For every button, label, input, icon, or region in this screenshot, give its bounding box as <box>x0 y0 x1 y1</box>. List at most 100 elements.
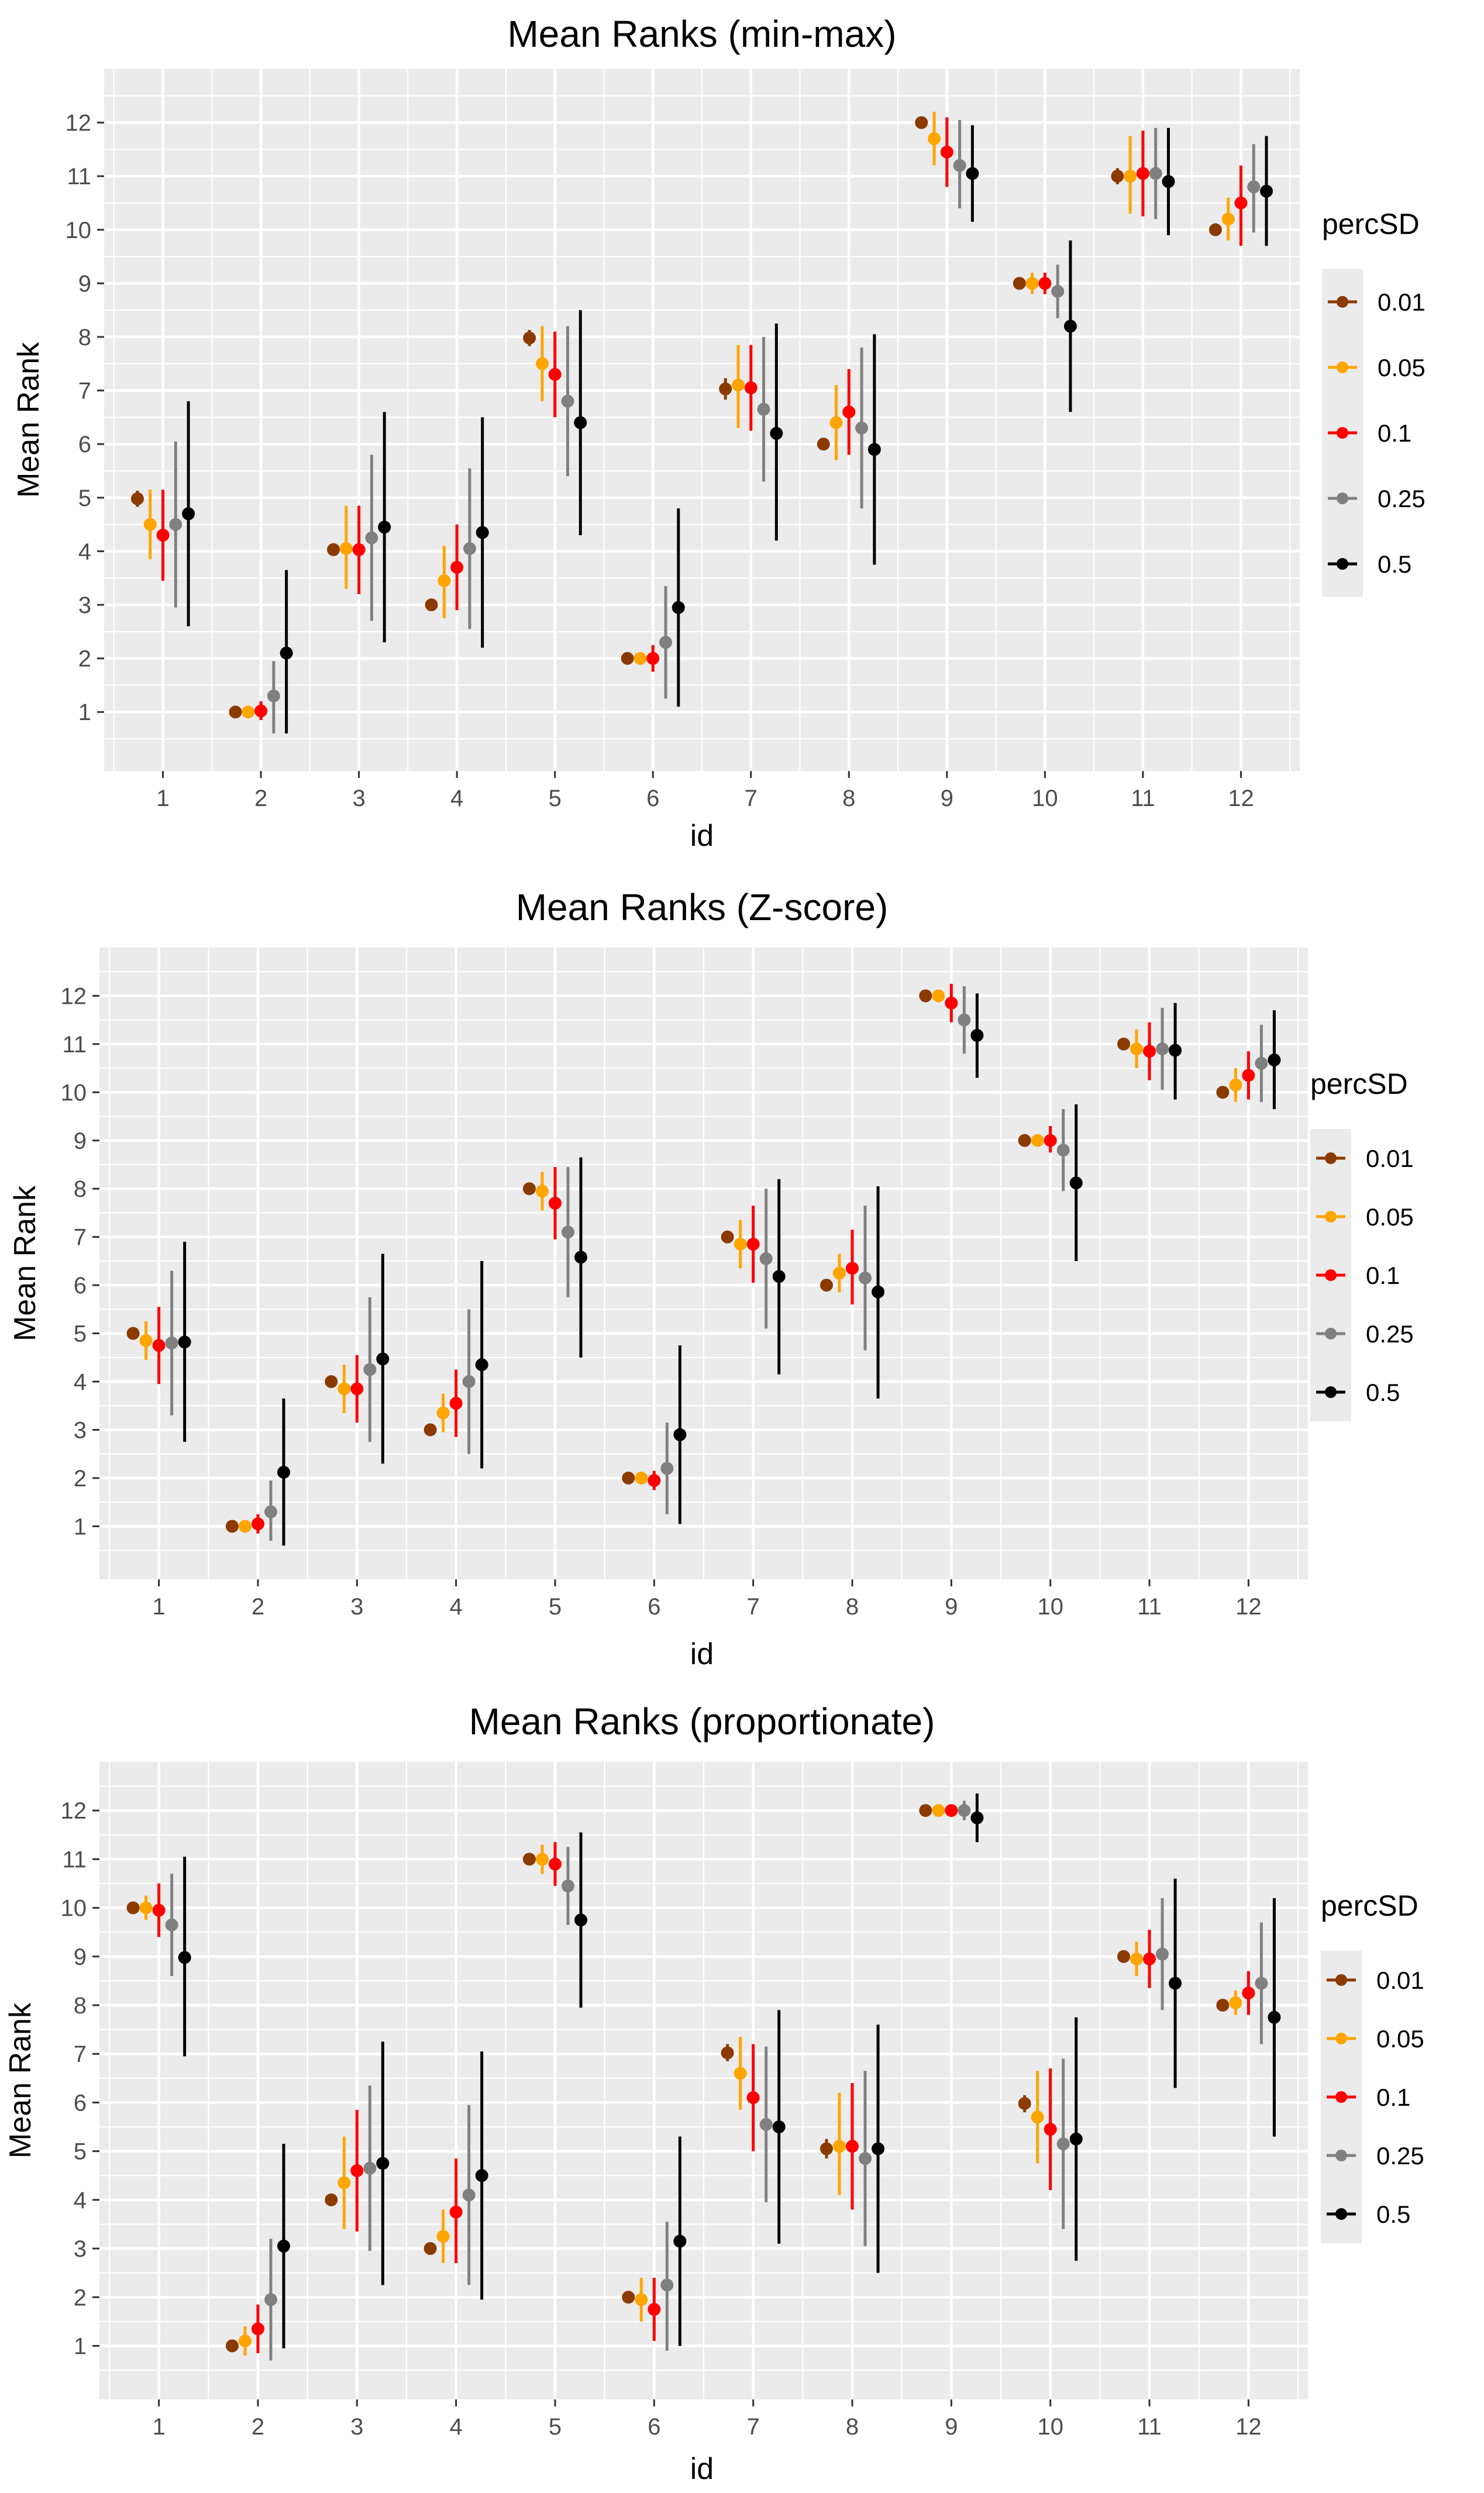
y-tick-label: 5 <box>74 1321 87 1347</box>
data-point <box>522 1182 536 1196</box>
data-point <box>734 1238 747 1251</box>
x-tick-label: 6 <box>648 1594 660 1620</box>
y-tick-label: 2 <box>78 646 91 672</box>
data-point <box>475 1358 488 1372</box>
data-point <box>264 2293 277 2306</box>
x-tick-label: 7 <box>747 2414 760 2440</box>
data-point <box>126 1327 140 1340</box>
data-point <box>648 1473 661 1487</box>
x-tick-label: 8 <box>846 1594 859 1620</box>
y-tick-label: 7 <box>74 1225 87 1251</box>
data-point <box>225 2339 239 2353</box>
data-point <box>277 1465 290 1479</box>
data-point <box>1025 277 1039 290</box>
y-axis-label: Mean Rank <box>4 2002 37 2158</box>
y-tick-label: 10 <box>66 218 92 243</box>
x-tick-label: 5 <box>549 786 562 811</box>
legend: percSD 0.01 0.05 0.1 0.25 0.5 <box>1321 1889 1424 2243</box>
series-0.25 <box>165 986 1268 1541</box>
y-tick-label: 10 <box>61 1896 87 1922</box>
data-point <box>548 1196 562 1210</box>
data-point <box>859 1271 872 1285</box>
data-point <box>126 1901 140 1914</box>
data-point <box>721 2046 734 2060</box>
series-0.1 <box>156 117 1248 720</box>
legend-label: 0.05 <box>1378 354 1426 381</box>
legend-key-point <box>1325 1152 1337 1164</box>
data-point <box>376 2157 390 2170</box>
data-point <box>1247 180 1261 194</box>
x-tick-label: 4 <box>450 1594 463 1620</box>
data-point <box>1149 167 1162 180</box>
data-point <box>338 2176 351 2189</box>
data-point <box>859 2152 872 2165</box>
data-point <box>872 2142 885 2155</box>
x-tick-label: 1 <box>156 786 169 811</box>
data-point <box>970 1029 984 1042</box>
x-tick-label: 7 <box>747 1594 760 1620</box>
series-0.01 <box>126 1804 1230 2353</box>
series-0.05 <box>143 112 1235 719</box>
x-tick-label: 10 <box>1032 786 1058 811</box>
x-tick-label: 4 <box>450 786 463 811</box>
data-point <box>325 1375 338 1388</box>
data-point <box>325 2193 338 2206</box>
chart-2: Mean Ranks (Z-score)1 2 3 4 5 6 7 8 9 10 11 1212345… <box>8 886 1414 1671</box>
data-point <box>169 518 183 531</box>
data-point <box>1169 1044 1182 1057</box>
y-tick-label: 10 <box>61 1080 87 1106</box>
data-point <box>365 531 378 545</box>
data-point <box>932 1804 945 1817</box>
x-axis-label: id <box>690 819 714 853</box>
data-point <box>772 1270 786 1283</box>
legend-label: 0.01 <box>1376 1967 1424 1994</box>
data-point <box>872 1285 885 1299</box>
data-point <box>744 381 758 395</box>
data-point <box>548 368 562 381</box>
data-point <box>1031 2110 1044 2124</box>
y-tick-label: 6 <box>74 1273 87 1299</box>
data-point <box>759 2117 773 2131</box>
x-tick-label: 11 <box>1131 786 1155 811</box>
y-axis-label: Mean Rank <box>8 1185 42 1341</box>
data-point <box>548 1857 562 1871</box>
x-tick-label: 11 <box>1137 2414 1162 2440</box>
y-tick-label: 7 <box>78 378 91 404</box>
x-tick-label: 10 <box>1037 2414 1063 2440</box>
x-tick-label: 3 <box>350 2414 363 2440</box>
x-tick-label: 1 <box>152 1594 165 1620</box>
data-point <box>561 394 574 408</box>
x-tick-label: 10 <box>1037 1594 1063 1620</box>
data-point <box>436 1406 450 1420</box>
data-point <box>225 1520 239 1533</box>
data-point <box>1221 212 1235 226</box>
data-point <box>846 1262 859 1275</box>
y-tick-label: 8 <box>74 1993 87 2019</box>
x-tick-label: 6 <box>648 2414 660 2440</box>
data-point <box>1117 1037 1131 1051</box>
data-point <box>932 989 945 1003</box>
legend-label: 0.05 <box>1366 1203 1414 1231</box>
y-tick-label: 12 <box>61 983 87 1009</box>
data-point <box>450 560 464 574</box>
data-point <box>1031 1134 1044 1147</box>
data-point <box>139 1334 153 1347</box>
data-point <box>746 2091 760 2105</box>
legend-label: 0.01 <box>1366 1145 1414 1172</box>
data-point <box>928 132 941 146</box>
x-tick-label: 8 <box>842 786 855 811</box>
data-point <box>267 689 280 703</box>
data-point <box>1162 175 1175 188</box>
chart-1: Mean Ranks (min-max)1 2 3 4 5 6 7 8 9 10 11 1212345… <box>12 13 1426 853</box>
y-tick-label: 11 <box>67 164 91 190</box>
data-point <box>958 1013 971 1027</box>
data-point <box>757 402 770 416</box>
data-point <box>463 542 476 555</box>
data-point <box>770 426 783 440</box>
legend-label: 0.01 <box>1378 288 1426 316</box>
x-tick-label: 9 <box>941 786 953 811</box>
data-point <box>1143 1045 1156 1058</box>
data-point <box>251 2322 264 2336</box>
data-point <box>561 1225 574 1239</box>
legend-label: 0.25 <box>1378 485 1426 512</box>
